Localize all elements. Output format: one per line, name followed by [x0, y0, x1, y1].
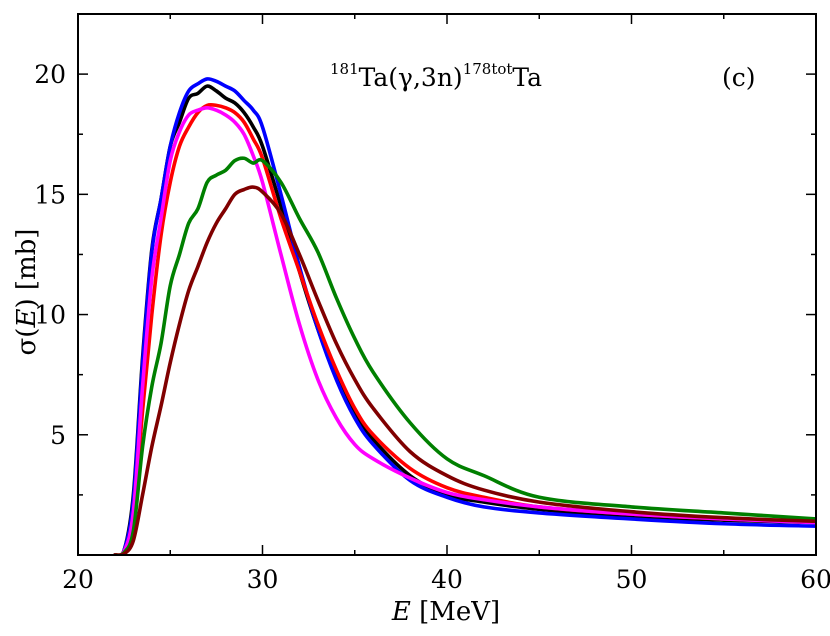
x-axis-unit: [MeV] [411, 597, 500, 627]
x-tick-label: 30 [247, 565, 279, 594]
y-tick-label: 10 [34, 301, 66, 330]
title-mass-number-in: 181 [330, 60, 359, 78]
x-axis-variable: E [391, 597, 411, 627]
y-tick-label: 20 [34, 60, 66, 89]
title-mass-number-out: 178tot [463, 60, 513, 78]
title-product: Ta [512, 63, 542, 92]
title-reaction: Ta(γ,3n) [359, 63, 463, 92]
panel-label: (c) [722, 63, 756, 92]
series-line-6 [113, 185, 816, 555]
series-line-2 [113, 77, 816, 555]
series-line-4 [113, 105, 816, 555]
x-tick-label: 60 [800, 565, 830, 594]
y-axis-prefix: σ( [12, 328, 42, 356]
y-tick-label: 15 [34, 180, 66, 209]
x-tick-label: 50 [616, 565, 648, 594]
series-layer [113, 77, 816, 555]
series-line-5 [113, 156, 816, 555]
tick-label-layer: 20 30 40 50 60 5 10 15 20 [34, 60, 830, 594]
y-axis-suffix: ) [mb] [12, 229, 42, 309]
chart-title: 181Ta(γ,3n)178totTa [330, 60, 542, 92]
y-axis-variable: E [12, 309, 42, 329]
y-axis-label: σ(E) [mb] [12, 229, 42, 356]
x-tick-label: 40 [431, 565, 463, 594]
x-axis-label: E [MeV] [391, 597, 500, 627]
series-line-3 [113, 102, 816, 555]
y-tick-label: 5 [50, 421, 66, 450]
plot-frame [77, 13, 817, 556]
x-tick-label: 20 [62, 565, 94, 594]
